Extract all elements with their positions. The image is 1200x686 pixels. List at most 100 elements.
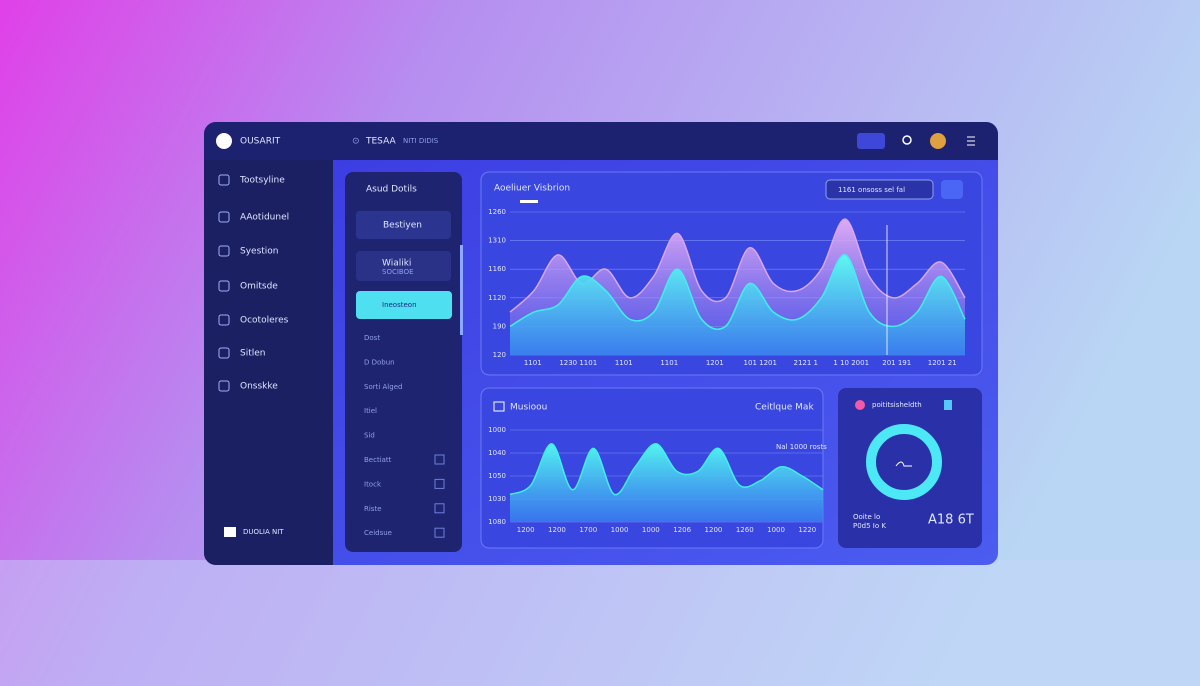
nav-item[interactable]: Syestion (240, 247, 279, 257)
menu-icon[interactable] (967, 136, 975, 146)
subnav-item[interactable]: Bectiatt (364, 456, 392, 464)
button[interactable] (857, 133, 885, 149)
filter[interactable] (825, 179, 934, 200)
x-label: 1700 (579, 526, 597, 534)
sidebar-footer: DUOLIA NIT (243, 528, 284, 536)
subnav-item[interactable]: Riste (364, 505, 382, 513)
subnav-item[interactable]: D Dobun (364, 358, 395, 366)
legend-swatch (520, 200, 538, 203)
subnav-title: Asud Dotils (366, 185, 417, 195)
topbar (204, 122, 998, 160)
x-label: 1200 (548, 526, 566, 534)
x-label: 2121 1 (794, 359, 819, 367)
subnav-check[interactable] (434, 454, 445, 465)
subnav-item[interactable]: Ceidsue (364, 529, 392, 537)
nav-icon[interactable] (218, 314, 230, 326)
y-label: 120 (493, 351, 506, 359)
y-label: 190 (493, 322, 506, 330)
x-label: 1000 (767, 526, 785, 534)
nav-icon[interactable] (218, 174, 230, 186)
active-item[interactable] (356, 291, 452, 319)
line (509, 443, 824, 496)
crumb: NITI DIDIS (403, 137, 439, 145)
filter-button[interactable] (941, 180, 963, 199)
nav-item[interactable]: Omitsde (240, 282, 278, 292)
y-label: 1050 (488, 472, 506, 480)
y-label: 1000 (488, 426, 506, 434)
nav-item[interactable]: AAotidunel (240, 213, 289, 223)
nav-item[interactable]: Tootsyline (239, 176, 285, 186)
x-label: 1 10 2001 (833, 359, 869, 367)
tab-icon: ⊙ (352, 137, 360, 147)
nav-item[interactable]: Onsskke (240, 382, 278, 392)
stat-title: poititsisheldth (872, 401, 922, 409)
y-label: 1120 (488, 294, 506, 302)
subnav-item[interactable]: Sid (364, 432, 375, 440)
x-label: 1101 (660, 359, 678, 367)
subnav-check[interactable] (434, 503, 445, 514)
x-label: 1220 (798, 526, 816, 534)
x-label: 201 191 (882, 359, 911, 367)
y-label: 1260 (488, 208, 506, 216)
stat-line1: Ooite lo (853, 513, 880, 521)
y-label: 1030 (488, 495, 506, 503)
nav-icon[interactable] (218, 347, 230, 359)
bottom-chart-note: Nal 1000 rosts (776, 443, 827, 451)
active-label: Ineosteon (382, 301, 417, 309)
floor (0, 560, 1200, 686)
primary-button[interactable] (356, 211, 451, 239)
subnav-item[interactable]: Itock (364, 480, 382, 488)
primary-label: Bestiyen (383, 221, 422, 231)
nav-icon[interactable] (218, 245, 230, 257)
tab: TESAA (365, 137, 396, 147)
stat-line2: P0d5 Io K (853, 522, 886, 530)
stat-badge (944, 400, 952, 410)
bottom-chart-title: Musioou (510, 403, 547, 413)
y-label: 1160 (488, 265, 506, 273)
x-label: 101 1201 (744, 359, 777, 367)
group-sub: SOCIBOE (382, 268, 414, 276)
x-label: 1000 (642, 526, 660, 534)
x-label: 1260 (736, 526, 754, 534)
x-label: 1101 (615, 359, 633, 367)
nav-item[interactable]: Ocotoleres (240, 316, 289, 326)
footer-icon (224, 527, 236, 537)
y-label: 1080 (488, 518, 506, 526)
y-label: 1310 (488, 237, 506, 245)
x-label: 1230 1101 (559, 359, 597, 367)
group-label: Wialiki (382, 259, 411, 269)
area (510, 443, 823, 522)
scrollbar (460, 245, 463, 335)
nav-item[interactable]: Sitlen (240, 349, 265, 359)
x-label: 1201 (706, 359, 724, 367)
nav-icon[interactable] (218, 280, 230, 292)
group[interactable] (356, 251, 451, 281)
nav-icon[interactable] (218, 211, 230, 223)
subnav-check[interactable] (434, 527, 445, 538)
subnav-item[interactable]: Itiel (364, 407, 377, 415)
filter-label: 1161 onsoss sel fal (838, 186, 905, 194)
brand: OUSARIT (240, 137, 281, 147)
x-label: 1200 (517, 526, 535, 534)
x-label: 1101 (524, 359, 542, 367)
x-label: 1200 (705, 526, 723, 534)
subnav-item[interactable]: Sorti Alged (364, 383, 402, 391)
avatar[interactable] (930, 133, 946, 149)
x-label: 1206 (673, 526, 691, 534)
bottom-chart-badge: Ceitlque Mak (755, 403, 814, 413)
subnav-item[interactable]: Dost (364, 334, 380, 342)
stat-icon (855, 400, 865, 410)
x-label: 1000 (611, 526, 629, 534)
x-label: 1201 21 (928, 359, 957, 367)
panel-icon (493, 401, 505, 412)
main-chart-title: Aoeliuer Visbrion (494, 184, 570, 194)
donut (866, 424, 942, 500)
nav-icon[interactable] (218, 380, 230, 392)
stat-value: A18 6T (928, 513, 974, 528)
line (509, 254, 966, 331)
search-icon[interactable] (902, 135, 912, 145)
subnav-check[interactable] (434, 478, 445, 489)
sidebar (204, 160, 333, 565)
